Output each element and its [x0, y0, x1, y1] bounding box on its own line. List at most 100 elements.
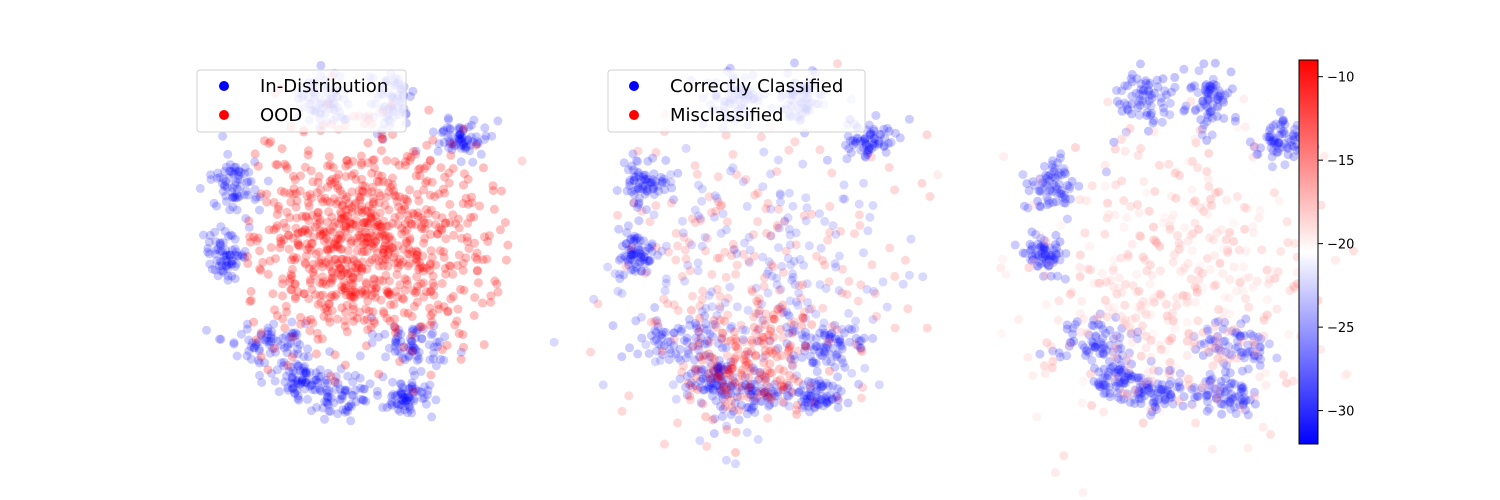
data-point: [623, 255, 633, 264]
data-point: [308, 177, 318, 187]
data-point: [629, 236, 639, 246]
data-point: [480, 232, 489, 242]
data-point: [1268, 266, 1278, 276]
data-point: [457, 233, 466, 243]
data-point: [431, 210, 441, 220]
data-point: [424, 340, 434, 350]
data-point: [693, 341, 703, 351]
data-point: [444, 178, 454, 188]
data-point: [280, 377, 290, 387]
data-point: [1075, 272, 1085, 282]
data-point: [377, 226, 387, 236]
data-point: [400, 157, 410, 167]
data-point: [415, 258, 424, 267]
data-point: [673, 241, 683, 251]
data-point: [340, 360, 350, 370]
data-point: [391, 334, 401, 344]
data-point: [298, 363, 308, 373]
data-point: [312, 349, 321, 359]
data-point: [348, 377, 358, 387]
data-point: [369, 243, 379, 253]
data-point: [1049, 245, 1059, 255]
data-point: [645, 255, 655, 265]
data-point: [266, 243, 276, 252]
data-point: [287, 285, 297, 295]
data-point: [864, 120, 874, 130]
data-point: [694, 345, 704, 354]
data-point: [304, 243, 314, 253]
data-point: [868, 333, 878, 343]
data-point: [461, 142, 471, 152]
data-point: [1262, 310, 1272, 320]
data-point: [345, 224, 355, 234]
data-point: [1240, 122, 1250, 132]
data-point: [420, 224, 430, 234]
data-point: [1100, 229, 1110, 239]
data-point: [1155, 266, 1165, 276]
data-point: [278, 291, 287, 301]
data-point: [244, 346, 254, 356]
data-point: [292, 359, 301, 369]
data-point: [713, 365, 723, 374]
data-point: [371, 253, 380, 263]
data-point: [422, 176, 432, 186]
data-point: [1166, 214, 1176, 224]
data-point: [694, 327, 704, 337]
data-point: [343, 269, 352, 279]
data-point: [1080, 228, 1090, 238]
data-point: [634, 184, 644, 194]
data-point: [1127, 239, 1137, 249]
data-point: [418, 263, 428, 273]
data-point: [382, 313, 392, 323]
data-point: [1087, 355, 1097, 365]
data-point: [414, 347, 424, 357]
data-point: [265, 340, 275, 350]
data-point: [411, 254, 421, 263]
data-point: [393, 257, 403, 267]
data-point: [1217, 409, 1227, 419]
data-point: [428, 135, 438, 145]
data-point: [245, 296, 255, 306]
data-point: [219, 267, 229, 277]
data-point: [1098, 348, 1108, 358]
data-point: [442, 123, 452, 133]
data-point: [703, 382, 713, 392]
data-point: [230, 244, 240, 254]
data-point: [863, 148, 873, 158]
data-point: [361, 341, 371, 351]
data-point: [859, 178, 868, 188]
data-point: [500, 218, 510, 227]
data-point: [227, 231, 237, 241]
data-point: [631, 235, 641, 245]
data-point: [340, 387, 350, 397]
data-point: [1087, 401, 1097, 410]
data-point: [868, 201, 878, 210]
data-point: [312, 212, 322, 222]
data-point: [659, 174, 669, 184]
colorbar-tick-label: −20: [1327, 238, 1354, 253]
data-point: [615, 269, 625, 279]
data-point: [463, 135, 473, 145]
data-point: [253, 161, 263, 171]
data-point: [380, 241, 390, 251]
data-point: [1207, 343, 1217, 353]
data-point: [881, 147, 891, 157]
data-point: [787, 328, 797, 338]
data-point: [884, 126, 894, 136]
data-point: [235, 174, 245, 184]
data-point: [1191, 418, 1200, 428]
data-point: [1042, 180, 1052, 190]
data-point: [341, 172, 351, 181]
data-point: [276, 236, 286, 246]
data-point: [704, 337, 714, 347]
data-point: [1272, 353, 1282, 363]
data-point: [1059, 164, 1069, 174]
data-point: [315, 214, 325, 224]
data-point: [291, 292, 300, 302]
data-point: [348, 304, 358, 314]
data-point: [387, 400, 397, 410]
data-point: [316, 194, 326, 203]
data-point: [369, 275, 379, 285]
data-point: [802, 203, 812, 213]
data-point: [1045, 259, 1055, 269]
